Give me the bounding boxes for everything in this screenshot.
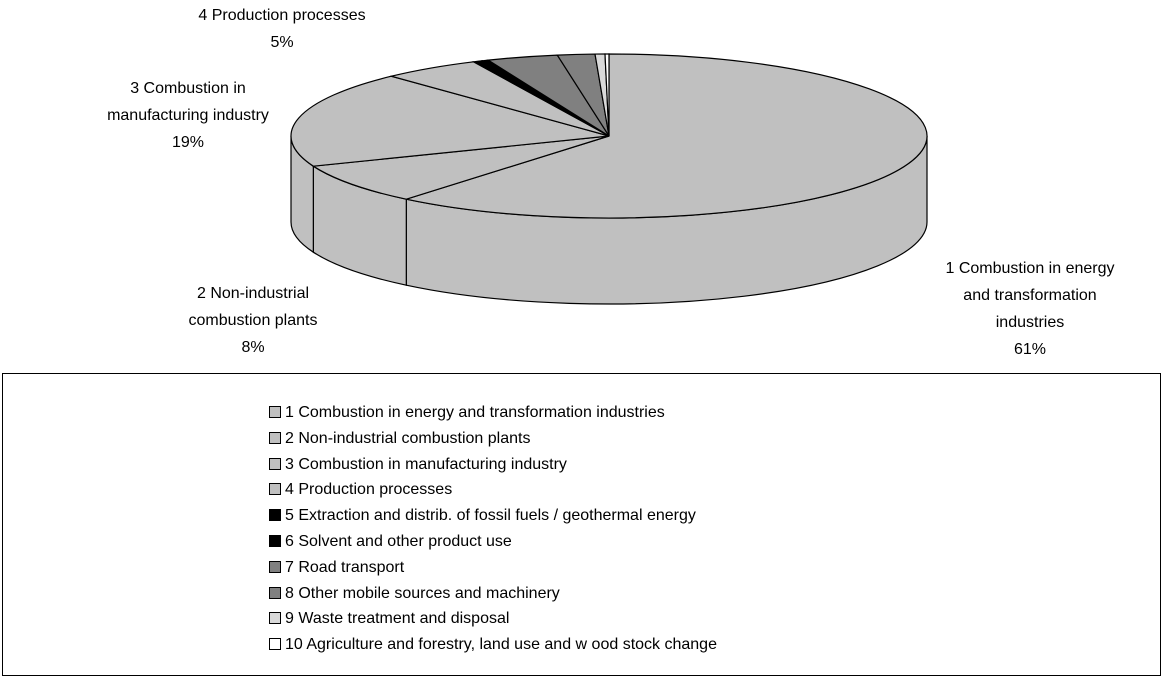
- legend-label: 1 Combustion in energy and transformatio…: [285, 404, 665, 421]
- legend-item: 8 Other mobile sources and machinery: [269, 583, 560, 605]
- slice: [604, 53, 610, 137]
- legend-item: 4 Production processes: [269, 479, 452, 501]
- legend-item: 2 Non-industrial combustion plants: [269, 428, 530, 450]
- slice: [290, 75, 610, 167]
- legend-swatch: [269, 535, 281, 547]
- legend-item: 1 Combustion in energy and transformatio…: [269, 402, 665, 424]
- legend-swatch: [269, 509, 281, 522]
- legend-label: 7 Road transport: [285, 558, 405, 576]
- data-label-name: 3 Combustion in manufacturing industry: [107, 80, 269, 124]
- legend: 1 Combustion in energy and transformatio…: [2, 373, 1161, 676]
- data-label-name: 1 Combustion in energy and transformatio…: [945, 260, 1115, 331]
- legend-item: 7 Road transport: [269, 557, 404, 579]
- legend-label: 8 Other mobile sources and machinery: [285, 584, 560, 602]
- legend-swatch: [269, 560, 281, 573]
- legend-label: 10 Agriculture and forestry, land use an…: [285, 636, 717, 654]
- data-label: 4 Production processes 5%: [157, 2, 407, 56]
- data-label: 3 Combustion in manufacturing industry 19…: [88, 75, 288, 156]
- legend-item: 6 Solvent and other product use: [269, 531, 512, 553]
- slice: [311, 135, 610, 200]
- legend-label: 9 Waste treatment and disposal: [285, 610, 510, 628]
- legend-label: 6 Solvent and other product use: [285, 533, 512, 550]
- legend-item: 9 Waste treatment and disposal: [269, 608, 509, 630]
- data-label-value: 5%: [270, 34, 294, 51]
- legend-label: 4 Production processes: [285, 481, 453, 499]
- legend-swatch: [269, 431, 281, 444]
- legend-item: 3 Combustion in manufacturing industry: [269, 454, 567, 476]
- data-label: 1 Combustion in energy and transformatio…: [930, 255, 1130, 363]
- data-label-name: 2 Non-industrial combustion plants: [188, 285, 318, 329]
- legend-item: 5 Extraction and distrib. of fossil fuel…: [269, 505, 696, 527]
- data-label-value: 8%: [241, 339, 265, 356]
- legend-swatch: [269, 483, 281, 496]
- data-label-value: 61%: [1013, 341, 1047, 358]
- data-label-value: 19%: [171, 134, 205, 151]
- slice: [403, 53, 928, 219]
- legend-swatch: [269, 638, 281, 651]
- legend-item: 10 Agriculture and forestry, land use an…: [269, 634, 717, 656]
- data-label: 2 Non-industrial combustion plants 8%: [178, 280, 328, 361]
- legend-swatch: [269, 406, 281, 418]
- legend-swatch: [269, 612, 281, 625]
- legend-label: 2 Non-industrial combustion plants: [285, 429, 531, 447]
- legend-label: 5 Extraction and distrib. of fossil fuel…: [285, 507, 696, 525]
- pie-area: [290, 53, 928, 305]
- legend-swatch: [269, 457, 281, 470]
- data-label-name: 4 Production processes: [198, 7, 366, 24]
- legend-swatch: [269, 586, 281, 599]
- legend-label: 3 Combustion in manufacturing industry: [285, 455, 567, 473]
